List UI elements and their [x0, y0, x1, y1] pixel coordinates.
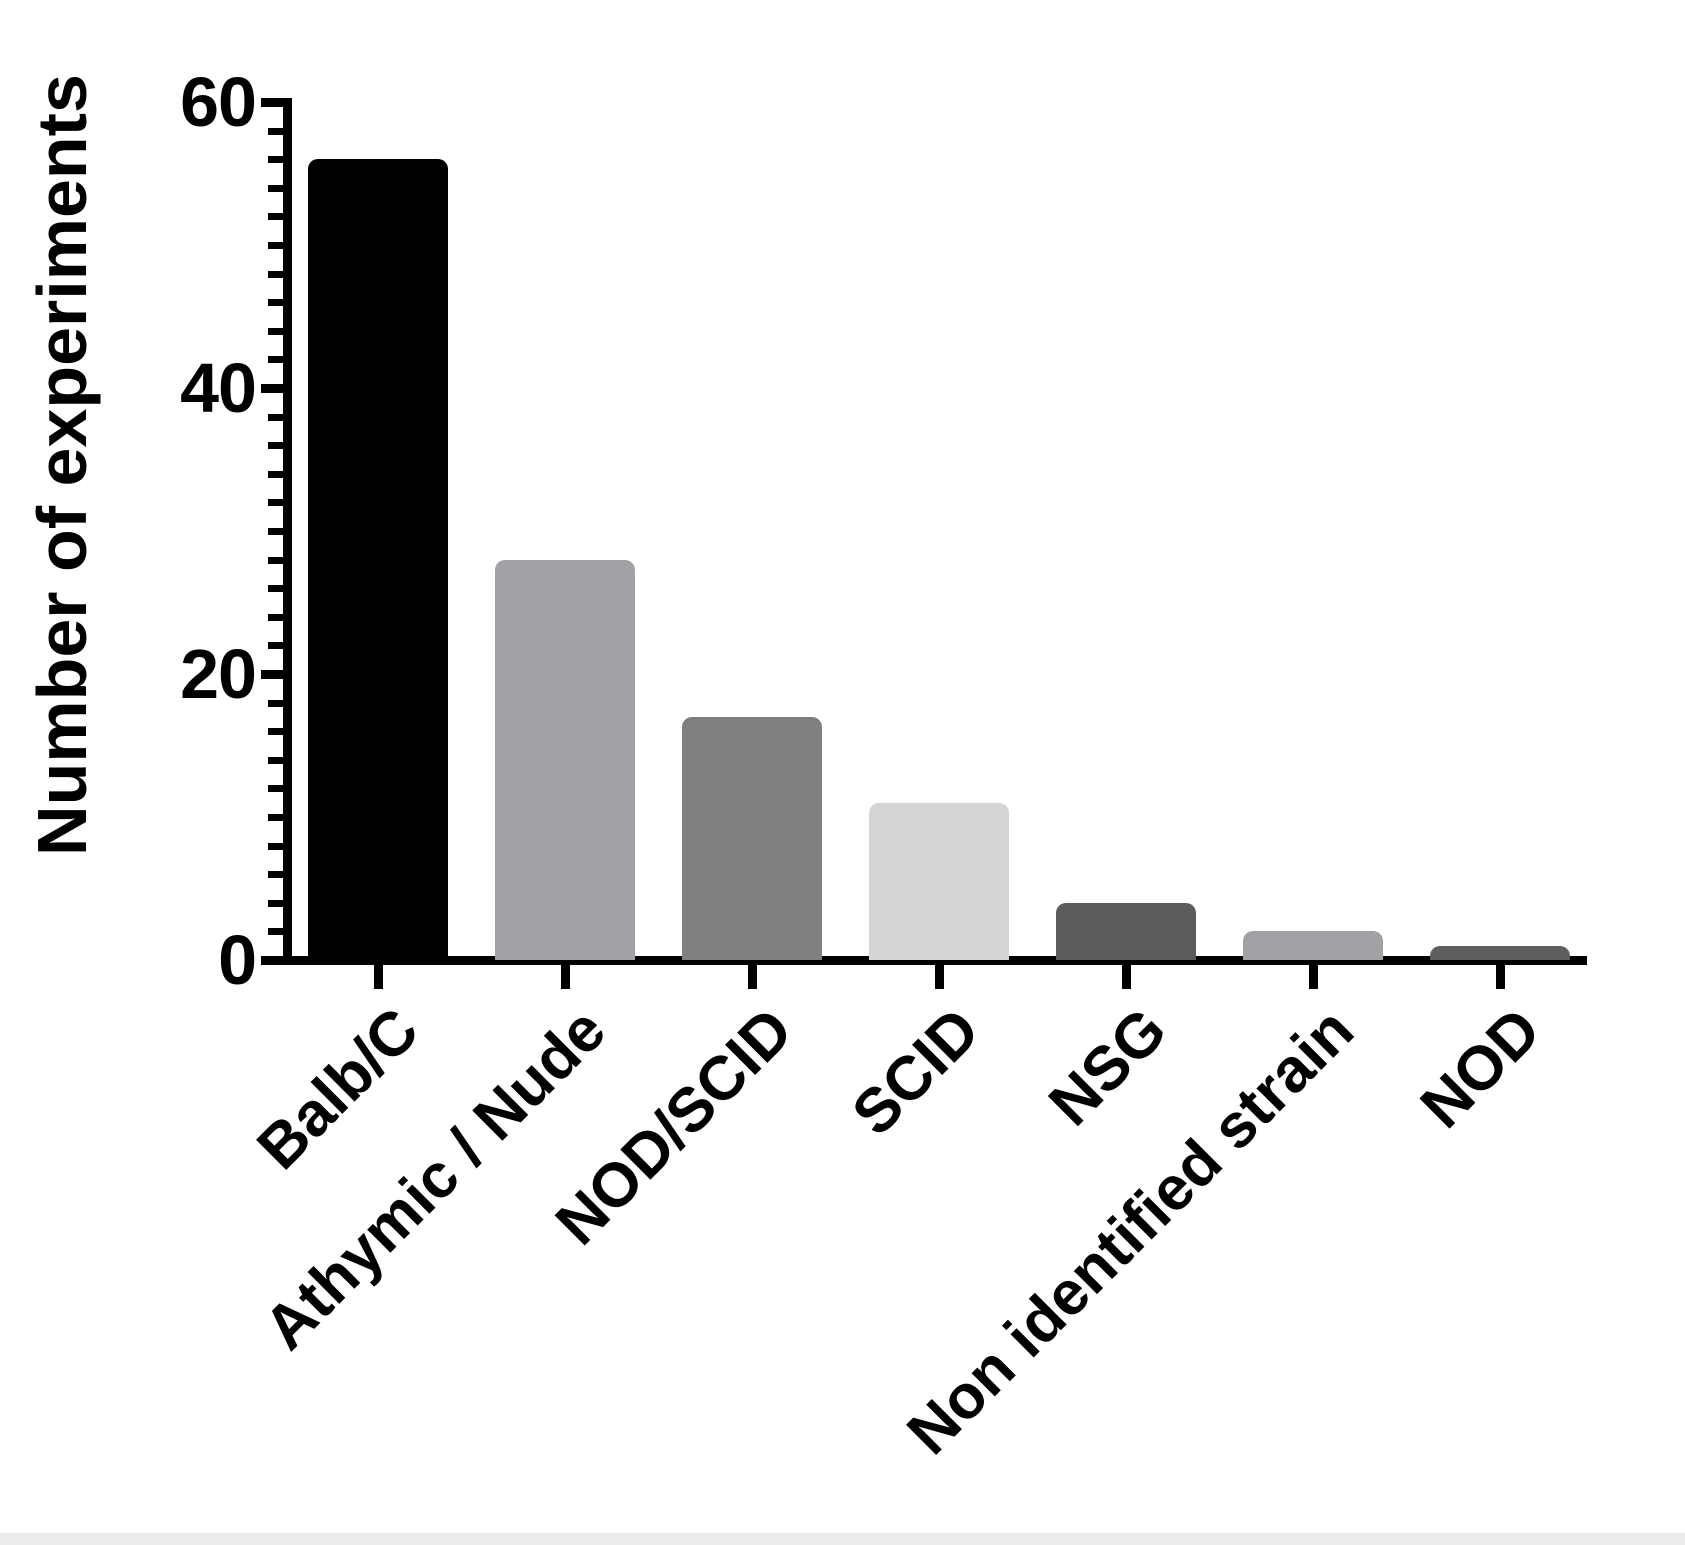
bar-nsg: [1056, 902, 1196, 960]
x-axis-line: [261, 956, 1587, 965]
y-minor-tick-30: [268, 528, 283, 535]
y-minor-tick-4: [268, 899, 283, 907]
y-axis-line: [283, 98, 292, 964]
x-tick-non-identified-strain: [1309, 964, 1318, 989]
y-minor-tick-52: [268, 213, 283, 221]
bar-athymic-nude: [495, 559, 635, 960]
x-tick-nsg: [1122, 964, 1131, 989]
bar-nod-scid: [682, 716, 822, 960]
y-minor-tick-46: [268, 299, 283, 307]
y-minor-tick-38: [268, 413, 283, 421]
x-tick-athymic-nude: [561, 964, 570, 989]
y-minor-tick-34: [268, 470, 283, 478]
y-major-tick-40: [261, 384, 283, 393]
bar-balb-c: [308, 159, 448, 960]
bar-non-identified-strain: [1243, 931, 1383, 960]
x-tick-nod: [1496, 964, 1505, 989]
y-tick-label-40: 40: [180, 349, 257, 427]
y-minor-tick-24: [268, 613, 283, 621]
y-minor-tick-18: [268, 699, 283, 707]
y-minor-tick-54: [268, 184, 283, 192]
figure-bottom-edge: [0, 1533, 1685, 1545]
y-minor-tick-2: [268, 928, 283, 936]
y-minor-tick-56: [268, 156, 283, 164]
y-minor-tick-50: [268, 242, 283, 249]
y-major-tick-60: [261, 98, 283, 107]
y-minor-tick-48: [268, 270, 283, 278]
y-minor-tick-28: [268, 556, 283, 564]
y-minor-tick-10: [268, 814, 283, 821]
y-minor-tick-14: [268, 756, 283, 764]
x-tick-balb-c: [374, 964, 383, 989]
y-tick-label-60: 60: [180, 63, 257, 141]
y-minor-tick-26: [268, 585, 283, 593]
y-minor-tick-22: [268, 642, 283, 650]
y-minor-tick-42: [268, 356, 283, 364]
y-minor-tick-6: [268, 871, 283, 879]
y-tick-label-0: 0: [218, 921, 257, 999]
y-minor-tick-8: [268, 842, 283, 850]
y-axis-title: Number of experiments: [23, 74, 101, 856]
y-major-tick-20: [261, 670, 283, 679]
y-minor-tick-32: [268, 499, 283, 507]
y-minor-tick-16: [268, 728, 283, 736]
y-minor-tick-44: [268, 327, 283, 335]
bar-nod: [1430, 945, 1570, 960]
y-minor-tick-58: [268, 127, 283, 135]
x-tick-scid: [935, 964, 944, 989]
x-tick-nod-scid: [748, 964, 757, 989]
y-tick-label-20: 20: [180, 635, 257, 713]
y-minor-tick-12: [268, 785, 283, 793]
bar-scid: [869, 802, 1009, 960]
y-minor-tick-36: [268, 442, 283, 450]
